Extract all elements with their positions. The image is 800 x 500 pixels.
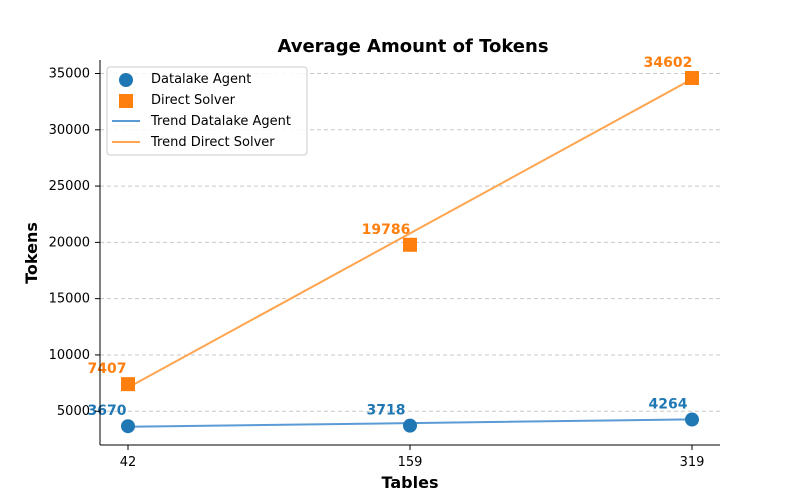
legend-label-trend-datalake-agent: Trend Datalake Agent — [150, 114, 291, 129]
x-tick-label-42: 42 — [120, 455, 137, 470]
y-tick-label-35000: 35000 — [49, 67, 90, 82]
data-label-direct-solver-42: 7407 — [88, 361, 127, 377]
point-datalake-agent-159 — [403, 418, 417, 433]
ticks: 5000 10000 15000 20000 25000 30000 35000 42 159 3… — [49, 67, 705, 470]
data-label-datalake-agent-319: 4264 — [649, 397, 688, 413]
point-direct-solver-159 — [403, 237, 417, 252]
legend-marker-direct-solver — [119, 94, 133, 108]
y-tick-label-30000: 30000 — [49, 123, 90, 138]
legend-label-datalake-agent: Datalake Agent — [151, 72, 251, 87]
x-tick-label-159: 159 — [398, 455, 423, 470]
y-tick-label-15000: 15000 — [49, 292, 90, 307]
data-label-datalake-agent-159: 3718 — [367, 403, 406, 419]
y-tick-label-10000: 10000 — [49, 348, 90, 363]
x-tick-label-319: 319 — [680, 455, 705, 470]
y-tick-label-5000: 5000 — [57, 404, 90, 419]
point-direct-solver-319 — [685, 70, 699, 85]
legend: Datalake Agent Direct Solver Trend Datal… — [106, 66, 308, 156]
legend-marker-datalake-agent — [119, 73, 133, 87]
legend-box — [106, 66, 308, 156]
x-axis-title: Tables — [382, 473, 439, 492]
point-datalake-agent-42 — [121, 419, 135, 434]
data-label-datalake-agent-42: 3670 — [88, 403, 127, 419]
y-axis-title: Tokens — [22, 222, 41, 284]
point-direct-solver-42 — [121, 377, 135, 392]
data-label-direct-solver-159: 19786 — [362, 222, 411, 238]
trend-line-direct-solver — [127, 78, 693, 389]
data-labels: 3670 3718 4264 7407 19786 34602 — [88, 55, 693, 419]
legend-label-trend-direct-solver: Trend Direct Solver — [150, 135, 275, 150]
y-tick-label-25000: 25000 — [49, 179, 90, 194]
chart-title: Average Amount of Tokens — [277, 36, 548, 57]
data-label-direct-solver-319: 34602 — [644, 55, 693, 71]
data-points — [121, 70, 699, 434]
y-tick-label-20000: 20000 — [49, 235, 90, 250]
legend-label-direct-solver: Direct Solver — [151, 93, 236, 108]
point-datalake-agent-319 — [685, 412, 699, 427]
